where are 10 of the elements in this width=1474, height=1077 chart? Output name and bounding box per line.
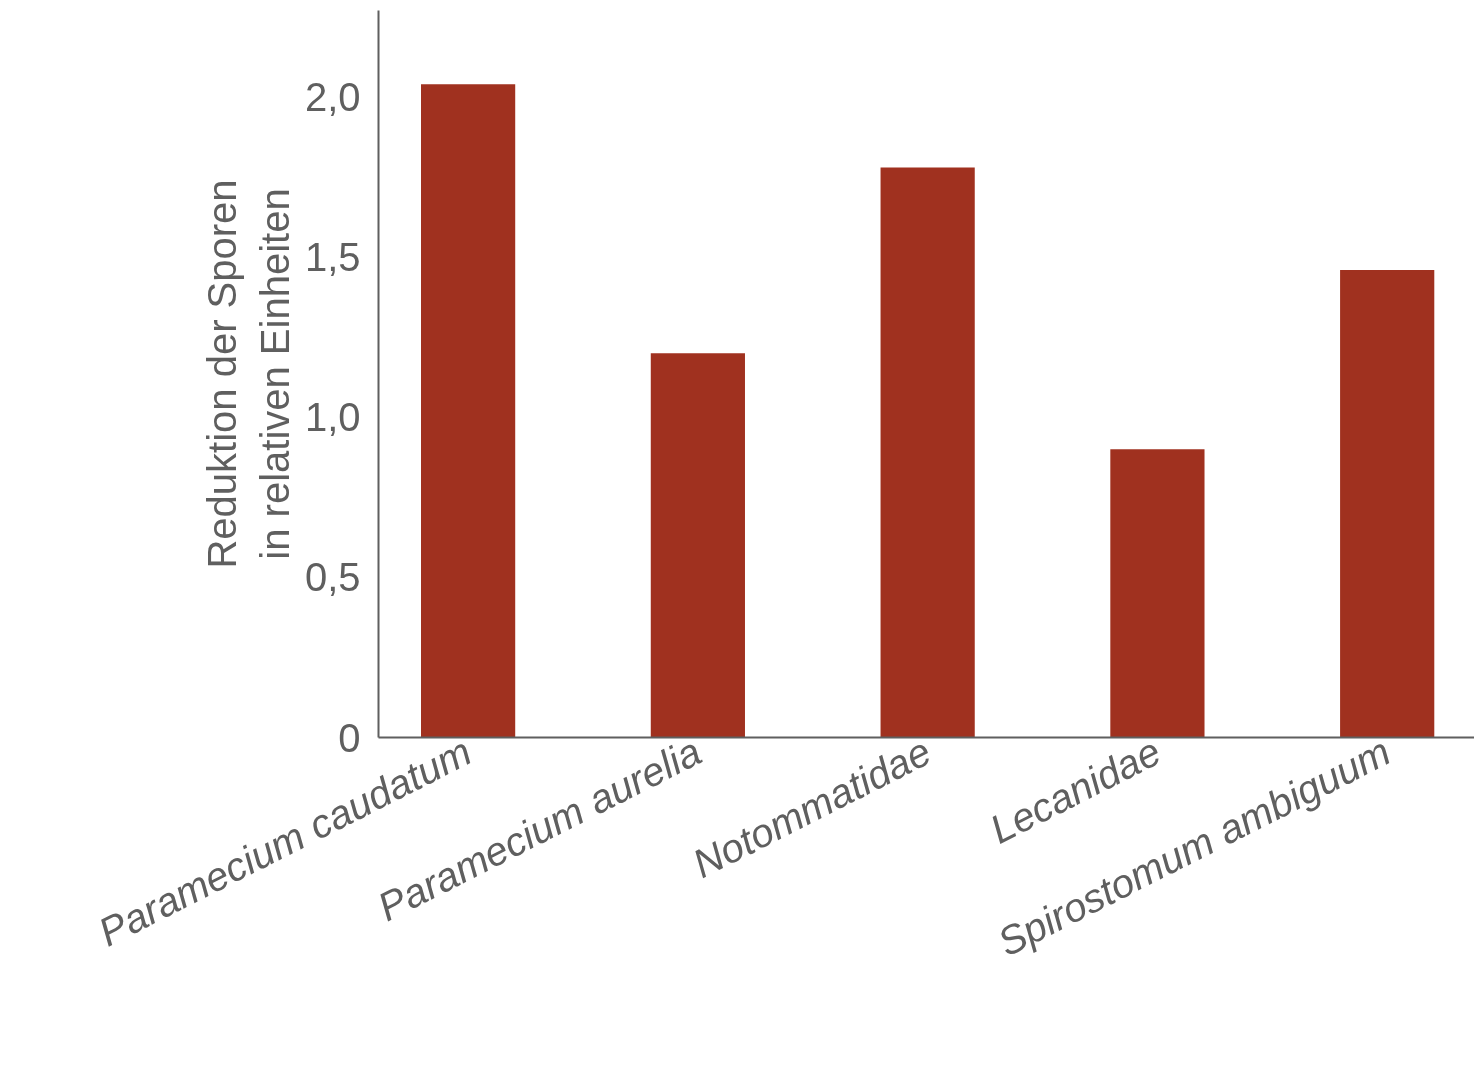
y-tick-label: 1,5 (304, 235, 361, 280)
y-tick-label: 2,0 (304, 74, 361, 119)
y-tick-label: 0,5 (304, 555, 361, 600)
bar (1340, 269, 1435, 738)
bar (1110, 449, 1205, 738)
y-tick-label: 1,0 (304, 395, 361, 440)
y-axis-title: Reduktion der Sporen in relativen Einheiten (200, 179, 297, 569)
bar (650, 353, 745, 738)
bar (421, 84, 516, 738)
bar (880, 167, 975, 738)
